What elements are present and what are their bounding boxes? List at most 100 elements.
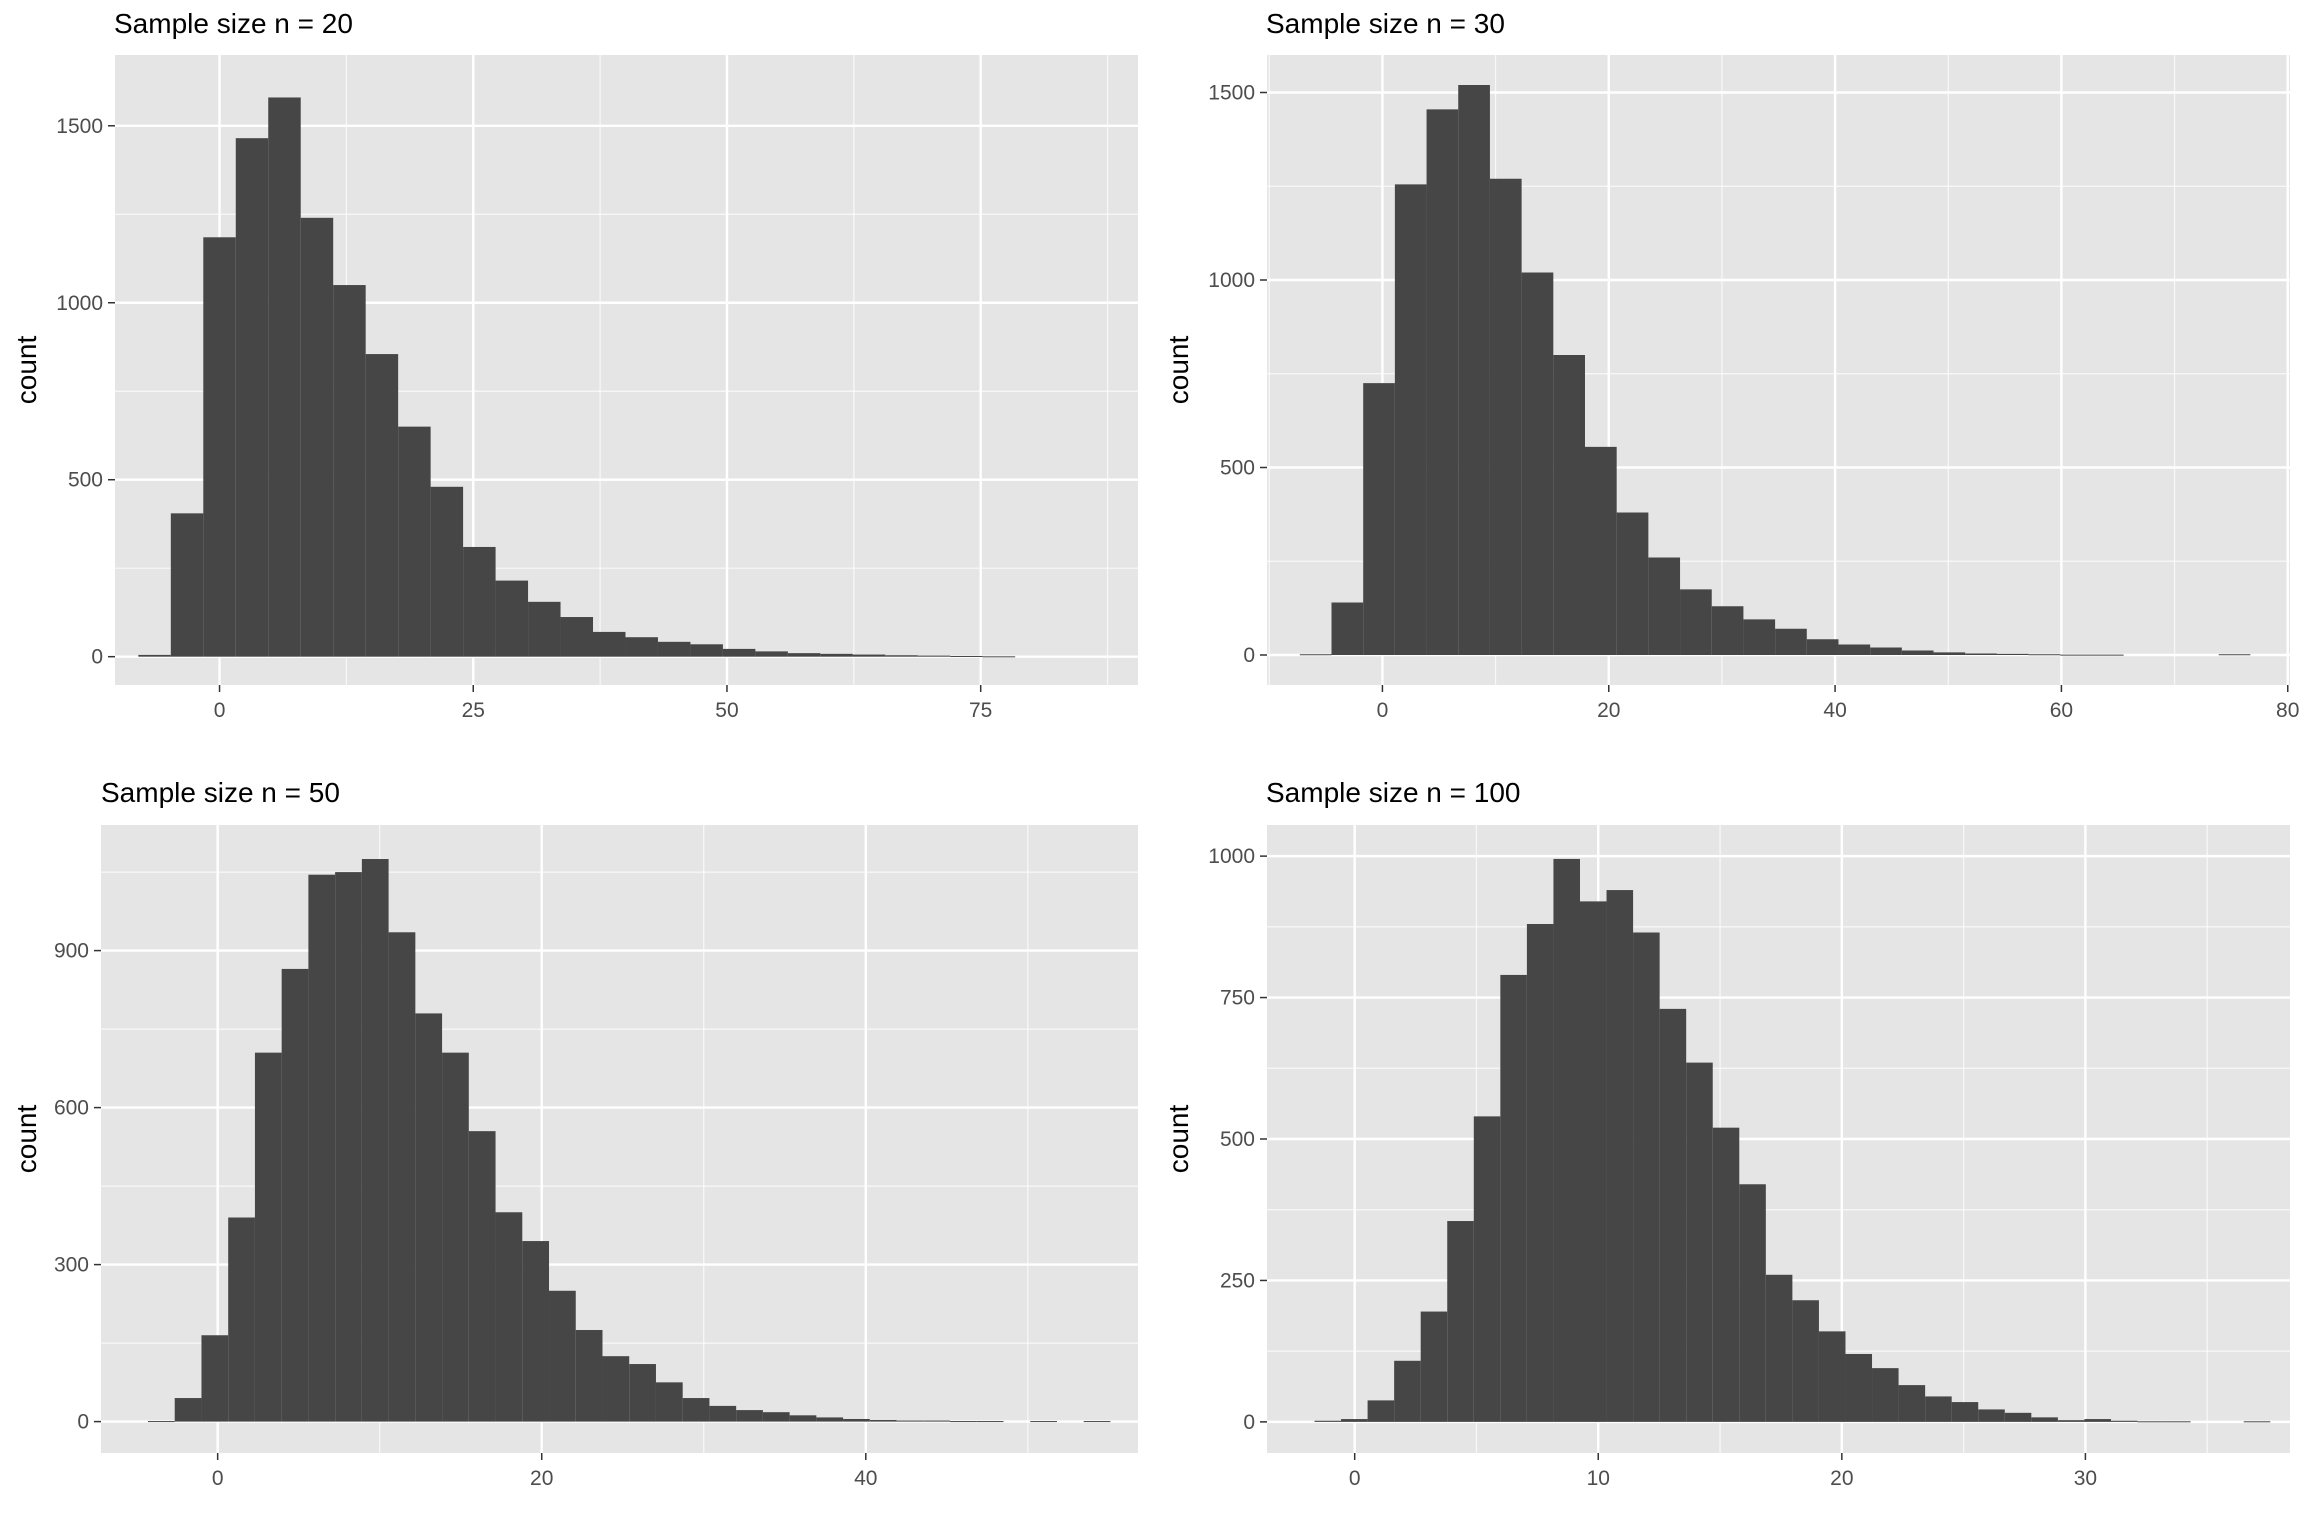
histogram-bar [1872, 1368, 1899, 1422]
histogram-bar [950, 1421, 977, 1423]
histogram-bar [917, 655, 951, 657]
histogram-bar [361, 859, 389, 1422]
panel-title: Sample size n = 20 [114, 8, 353, 39]
y-tick-label: 0 [91, 646, 103, 669]
panel-title: Sample size n = 50 [101, 777, 340, 808]
histogram-bar [690, 644, 723, 657]
histogram-bar [625, 637, 658, 657]
y-axis-title: count [1163, 1105, 1194, 1174]
y-tick-label: 0 [77, 1411, 89, 1434]
histogram-plot: 0 10 20 30 0 250 500 750 1000 count [1163, 825, 2290, 1490]
histogram-bar [495, 580, 529, 657]
histogram-bar [1845, 1353, 1873, 1422]
histogram-bar [1030, 1421, 1057, 1423]
y-tick-label: 300 [54, 1254, 89, 1277]
y-tick-label: 900 [54, 940, 89, 963]
histogram-bar [2091, 654, 2124, 656]
histogram-bar [442, 1052, 469, 1422]
histogram-bar [2110, 1420, 2138, 1422]
y-tick-label: 1000 [1208, 269, 1255, 292]
x-tick-label: 0 [214, 699, 226, 722]
histogram-bar [522, 1241, 550, 1422]
histogram-bar [1775, 628, 1807, 655]
x-tick-label: 60 [2050, 699, 2073, 722]
histogram-bar [1951, 1402, 1979, 1422]
histogram-bar [147, 1421, 175, 1423]
x-tick-label: 0 [1377, 699, 1389, 722]
panel-title: Sample size n = 30 [1266, 8, 1505, 39]
histogram-bar [1553, 355, 1585, 655]
x-tick-label: 20 [1597, 699, 1620, 722]
histogram-bar [2164, 1421, 2191, 1423]
histogram-bar [1680, 589, 1712, 655]
histogram-bar [1420, 1311, 1448, 1422]
histogram-bar [1743, 619, 1776, 655]
histogram-bar [852, 654, 886, 657]
histogram-panel-n100: Sample size n = 100 0 10 20 30 0 250 500 750 100… [1152, 768, 2304, 1536]
histogram-bar [2243, 1421, 2271, 1423]
histogram-plot: 0 20 40 60 80 0 500 1000 1500 count [1163, 55, 2299, 722]
histogram-bar [1367, 1400, 1395, 1422]
histogram-bar [629, 1364, 656, 1422]
histogram-bar [2218, 654, 2251, 656]
y-axis-title: count [11, 1105, 42, 1174]
histogram-plot: 0 20 40 0 300 600 900 count [11, 825, 1138, 1490]
histogram-bar [1473, 1116, 1501, 1422]
y-tick-label: 0 [1243, 1411, 1255, 1434]
histogram-bar [1606, 890, 1634, 1422]
histogram-bar [657, 641, 691, 657]
histogram-bar [2084, 1419, 2111, 1422]
x-tick-label: 80 [2276, 699, 2299, 722]
x-tick-label: 50 [715, 699, 738, 722]
histogram-bar [896, 1420, 924, 1422]
histogram-bar [203, 237, 236, 657]
x-tick-label: 40 [854, 1467, 877, 1490]
histogram-bar [138, 654, 171, 657]
x-tick-label: 75 [969, 699, 992, 722]
histogram-bar [1616, 512, 1649, 655]
histogram-bar [1712, 1127, 1740, 1422]
histogram-bar [2137, 1421, 2165, 1423]
histogram-bar [1792, 1300, 1819, 1422]
histogram-plot: 0 25 50 75 0 500 1000 1500 count [11, 55, 1138, 722]
histogram-bar [755, 651, 788, 657]
histogram-bar [655, 1382, 683, 1422]
histogram-bar [575, 1330, 603, 1422]
histogram-bar [1633, 932, 1660, 1422]
x-tick-label: 0 [1349, 1467, 1361, 1490]
histogram-bar [789, 1415, 817, 1422]
histogram-bar [1925, 1396, 1952, 1422]
x-tick-label: 40 [1823, 699, 1846, 722]
histogram-bar [1314, 1420, 1342, 1422]
histogram-bar [602, 1356, 630, 1422]
y-tick-label: 1500 [56, 115, 103, 138]
histogram-bar [1489, 178, 1522, 655]
histogram-bar [869, 1420, 897, 1422]
histogram-bar [722, 648, 756, 657]
histogram-bar [1686, 1062, 1713, 1422]
histogram-bar [1521, 272, 1554, 655]
histogram-bar [2057, 1420, 2085, 1422]
histogram-panel-n30: Sample size n = 30 0 20 40 60 80 0 500 1000 1500… [1152, 0, 2304, 768]
histogram-bar [1648, 557, 1681, 655]
histogram-bar [1806, 639, 1839, 655]
histogram-bar [2031, 1417, 2058, 1422]
histogram-bar [1978, 1409, 2005, 1422]
histogram-bar [1901, 650, 1934, 655]
histogram-bar [843, 1418, 870, 1422]
y-tick-label: 750 [1220, 987, 1255, 1010]
histogram-bar [528, 601, 561, 657]
histogram-bar [468, 1131, 496, 1422]
histogram-bar [1426, 109, 1459, 655]
histogram-bar [1299, 654, 1332, 656]
y-tick-label: 1000 [56, 292, 103, 315]
y-tick-label: 0 [1243, 644, 1255, 667]
histogram-bar [1500, 974, 1527, 1422]
histogram-bar [1711, 606, 1744, 655]
x-tick-label: 10 [1587, 1467, 1610, 1490]
histogram-bar [1331, 602, 1364, 655]
histogram-bar [709, 1405, 737, 1422]
histogram-bar [281, 968, 309, 1422]
y-tick-label: 500 [68, 469, 103, 492]
y-tick-label: 500 [1220, 1128, 1255, 1151]
